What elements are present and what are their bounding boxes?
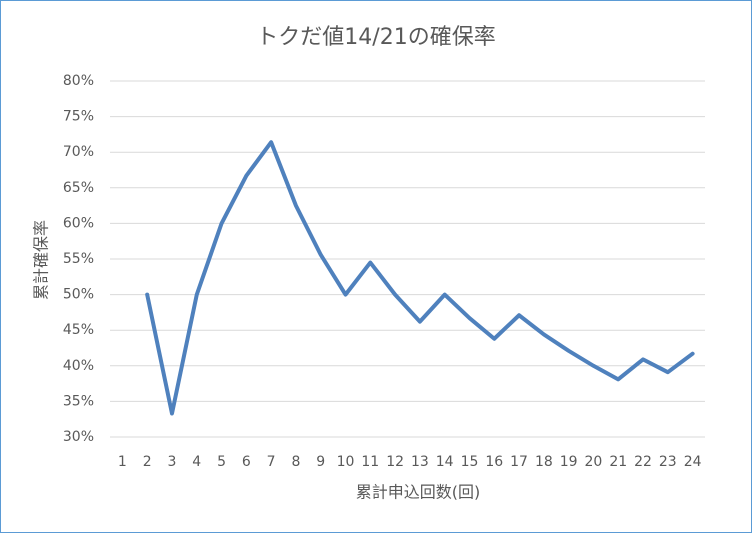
x-tick-label: 8 bbox=[291, 454, 300, 470]
x-tick-label: 15 bbox=[461, 454, 479, 470]
y-tick-label: 70% bbox=[63, 144, 94, 160]
y-tick-label: 60% bbox=[63, 215, 94, 231]
x-tick-label: 22 bbox=[634, 454, 652, 470]
y-tick-label: 50% bbox=[63, 287, 94, 303]
y-tick-label: 75% bbox=[63, 109, 94, 125]
x-tick-label: 10 bbox=[337, 454, 355, 470]
x-axis-label: 累計申込回数(回) bbox=[356, 483, 481, 502]
y-axis-label: 累計確保率 bbox=[32, 220, 51, 300]
x-tick-label: 1 bbox=[118, 454, 127, 470]
y-tick-label: 35% bbox=[63, 393, 94, 409]
data-line bbox=[145, 140, 695, 416]
y-tick-label: 65% bbox=[63, 180, 94, 196]
y-tick-label: 30% bbox=[63, 429, 94, 445]
y-tick-label: 40% bbox=[63, 358, 94, 374]
y-tick-label: 55% bbox=[63, 251, 94, 267]
x-tick-label: 20 bbox=[585, 454, 603, 470]
chart-title: トクだ値14/21の確保率 bbox=[256, 25, 495, 50]
x-tick-label: 21 bbox=[609, 454, 627, 470]
x-tick-label: 17 bbox=[510, 454, 528, 470]
x-tick-label: 3 bbox=[168, 454, 177, 470]
x-tick-label: 14 bbox=[436, 454, 454, 470]
y-tick-label: 80% bbox=[63, 73, 94, 89]
x-tick-label: 16 bbox=[485, 454, 503, 470]
y-tick-label: 45% bbox=[63, 322, 94, 338]
x-tick-label: 9 bbox=[316, 454, 325, 470]
x-tick-label: 5 bbox=[217, 454, 226, 470]
x-tick-label: 7 bbox=[267, 454, 276, 470]
x-tick-label: 4 bbox=[192, 454, 201, 470]
x-tick-label: 18 bbox=[535, 454, 553, 470]
x-tick-label: 13 bbox=[411, 454, 429, 470]
x-tick-label: 6 bbox=[242, 454, 251, 470]
x-tick-label: 12 bbox=[386, 454, 404, 470]
x-tick-label: 2 bbox=[143, 454, 152, 470]
x-tick-label: 19 bbox=[560, 454, 578, 470]
x-tick-label: 23 bbox=[659, 454, 677, 470]
x-tick-label: 11 bbox=[361, 454, 379, 470]
x-tick-label: 24 bbox=[684, 454, 702, 470]
